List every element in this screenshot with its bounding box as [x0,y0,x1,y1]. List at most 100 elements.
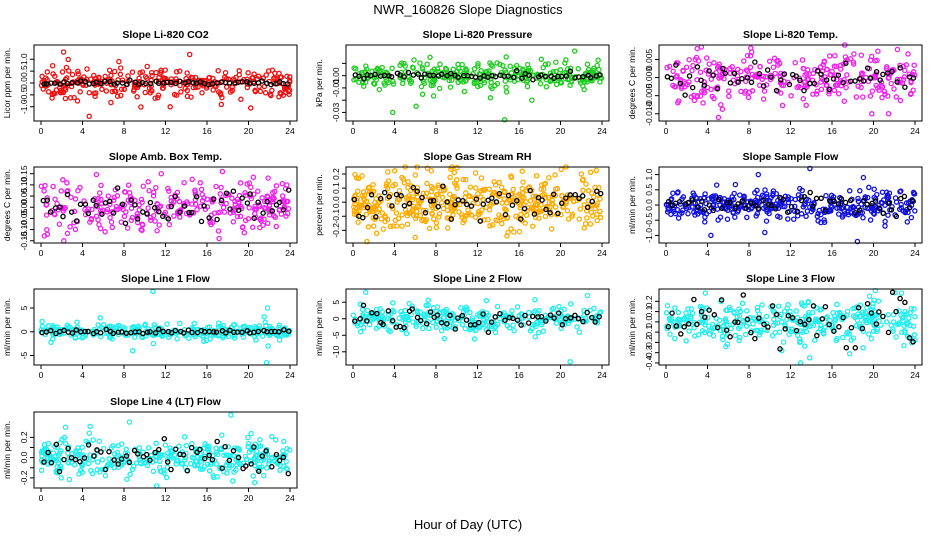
data-point [508,70,515,76]
mean-point [535,194,542,201]
y-tick-label: 0.10 [19,176,29,193]
y-tick-label: -5 [19,351,29,359]
mean-point [44,197,50,203]
data-point [67,95,74,101]
data-point [583,318,589,324]
mean-point [172,446,179,452]
data-point [237,213,244,220]
data-point [587,221,594,227]
data-point [893,334,899,340]
mean-point [97,80,104,87]
data-point [243,456,250,462]
data-point [498,184,505,191]
mean-point [522,312,528,319]
outlier-point [158,170,164,177]
page-title: NWR_160826 Slope Diagnostics [373,2,563,17]
panel-title: Slope Line 4 (LT) Flow [110,396,221,408]
data-point [108,445,115,451]
data-point [868,53,875,60]
data-point [859,309,866,315]
mean-point [889,289,896,296]
data-point [95,217,101,223]
mean-point [668,75,675,82]
data-point [128,217,135,224]
outlier-point [263,359,270,366]
data-point [217,209,223,215]
mean-point [547,312,554,318]
mean-point [190,79,197,86]
x-tick-label: 16 [202,248,212,258]
x-tick-label: 0 [351,248,356,258]
data-point [75,187,81,194]
data-point [584,215,590,221]
mean-point [589,314,595,321]
mean-point [880,210,886,217]
mean-point [587,74,594,81]
data-point [417,212,424,219]
data-point [174,209,181,215]
data-point [162,442,169,448]
data-point [69,71,76,78]
data-point [818,322,824,329]
data-point [556,303,562,310]
mean-point [206,452,212,459]
data-point [851,51,857,57]
data-point [897,62,903,69]
data-point [454,68,460,75]
data-point [664,64,670,71]
data-point [806,197,812,204]
x-tick-label: 16 [202,370,212,380]
data-point [121,213,128,220]
mean-point [214,216,220,223]
data-point [264,220,271,227]
mean-point [559,200,565,207]
data-point [425,302,431,309]
data-point [177,320,183,327]
data-point [370,223,377,229]
mean-point [797,77,803,84]
data-point [703,67,709,74]
data-point [595,57,601,63]
data-point [286,87,293,93]
data-point [475,83,481,90]
data-point [466,326,473,333]
y-tick-label: -0.2 [19,470,29,485]
mean-point [485,329,492,336]
data-point [71,462,78,468]
data-point [739,300,746,307]
data-point [516,228,523,235]
data-point [855,198,862,205]
mean-point [269,464,275,470]
mean-point [493,199,500,205]
mean-point [739,75,745,82]
outlier-point [715,114,722,121]
mean-point [422,71,428,77]
data-point [76,471,82,477]
data-point [95,195,101,202]
mean-point [415,71,421,77]
data-point [729,64,735,70]
data-point [504,200,510,206]
mean-point [91,453,97,459]
mean-point [227,206,233,212]
data-point [598,309,604,315]
mean-point [567,192,573,198]
mean-point [550,191,557,198]
data-point [798,211,805,217]
data-point [65,56,71,63]
data-point [190,84,197,91]
data-point [351,77,357,83]
data-point [569,211,576,217]
data-point [792,59,798,66]
mean-point [589,198,595,205]
outlier-point [797,360,804,366]
data-point [885,312,891,318]
mean-point [826,321,832,328]
data-point [890,328,896,334]
data-point [167,445,173,451]
data-point [256,323,263,329]
data-point [459,321,466,328]
data-point [862,313,868,320]
mean-point [455,74,461,80]
mean-point [855,304,862,311]
